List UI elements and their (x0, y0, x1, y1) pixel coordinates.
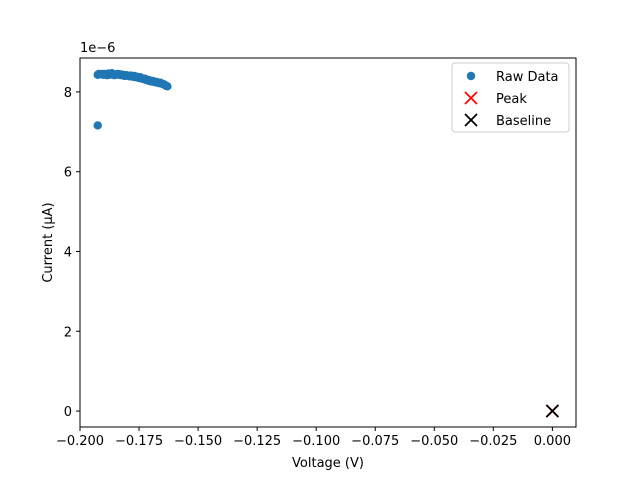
legend-baseline-label: Baseline (496, 114, 551, 129)
x-tick-label: −0.025 (469, 434, 517, 449)
legend-peak-swatch (464, 91, 478, 105)
legend-peak-swatch-stroke (464, 91, 478, 105)
y-tick-label: 0 (64, 405, 72, 420)
raw-data-point (93, 121, 102, 130)
x-tick-label: −0.150 (174, 434, 222, 449)
legend-raw-data-label: Raw Data (496, 70, 559, 85)
baseline-marker-stroke (545, 404, 560, 418)
data-points (93, 68, 560, 418)
y-axis-label: Current (μA) (41, 202, 56, 282)
legend-peak-label: Peak (496, 92, 527, 107)
x-tick-label: −0.200 (56, 434, 104, 449)
y-tick-label: 6 (64, 166, 72, 181)
x-axis-label: Voltage (V) (292, 456, 364, 471)
plot-frame (79, 57, 577, 428)
x-tick-label: −0.125 (233, 434, 281, 449)
raw-data-point (163, 82, 172, 91)
x-tick-label: −0.175 (115, 434, 163, 449)
legend-baseline-swatch (464, 113, 478, 127)
x-tick-label: −0.100 (292, 434, 340, 449)
y-tick-label: 4 (64, 245, 72, 260)
legend-frame (451, 62, 570, 133)
y-axis-offset-label: 1e−6 (80, 41, 115, 56)
x-tick-label: −0.075 (351, 434, 399, 449)
legend-raw-data-swatch (466, 71, 476, 81)
x-tick-label: −0.050 (410, 434, 458, 449)
x-axis-ticks: −0.200 −0.175 −0.150 −0.125 −0.100 −0.075 −0.0… (56, 427, 571, 449)
baseline-marker (545, 404, 560, 418)
legend-baseline-swatch-stroke (464, 113, 478, 127)
legend: Raw Data Peak Baseline (451, 62, 570, 133)
y-axis-ticks: 0 2 4 6 8 (64, 86, 80, 420)
y-tick-label: 8 (64, 86, 72, 101)
x-tick-label: 0.000 (534, 434, 571, 449)
y-tick-label: 2 (64, 325, 72, 340)
